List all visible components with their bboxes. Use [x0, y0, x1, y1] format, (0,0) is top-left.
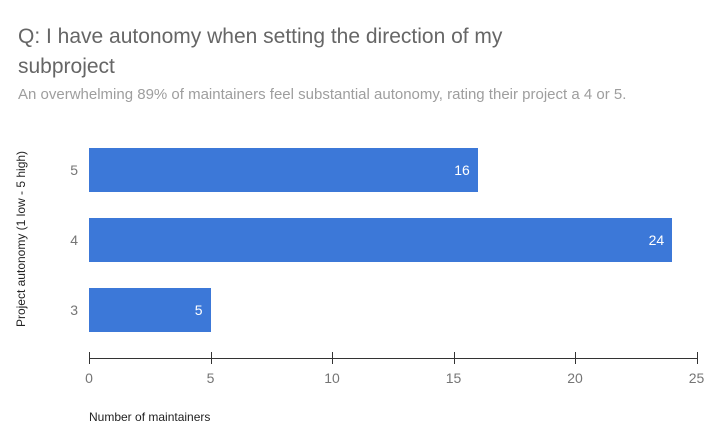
bar-value-label: 24 [648, 232, 665, 248]
x-tick-label: 10 [324, 370, 340, 386]
x-axis-title: Number of maintainers [89, 410, 211, 424]
x-tick-mark [89, 352, 90, 364]
bar-4[interactable]: 24 [89, 218, 673, 262]
y-axis-title: Project autonomy (1 low - 5 high) [14, 150, 28, 328]
bar-value-label: 16 [454, 162, 470, 178]
category-label-3: 3 [70, 302, 78, 318]
x-tick-mark [696, 352, 698, 364]
x-tick-label: 5 [206, 370, 215, 386]
chart-title-line2: subproject [18, 55, 115, 78]
chart-subtitle: An overwhelming 89% of maintainers feel … [18, 86, 627, 103]
bar-3[interactable]: 5 [89, 288, 211, 332]
chart-title: Q: I have autonomy when setting the dire… [18, 22, 678, 82]
x-tick-mark [332, 352, 333, 364]
x-tick-label: 0 [85, 370, 93, 386]
x-tick-mark [575, 352, 576, 364]
category-label-4: 4 [70, 232, 78, 248]
x-tick-mark [453, 352, 455, 364]
x-tick-mark [210, 352, 212, 364]
chart-title-line1: Q: I have autonomy when setting the dire… [18, 25, 503, 48]
bar-value-label: 5 [194, 302, 203, 318]
category-label-5: 5 [70, 162, 78, 178]
x-tick-label: 20 [567, 370, 583, 386]
x-tick-label: 25 [688, 370, 705, 386]
x-axis-line [89, 358, 698, 359]
x-tick-label: 15 [445, 370, 462, 386]
bar-5[interactable]: 16 [89, 148, 478, 192]
